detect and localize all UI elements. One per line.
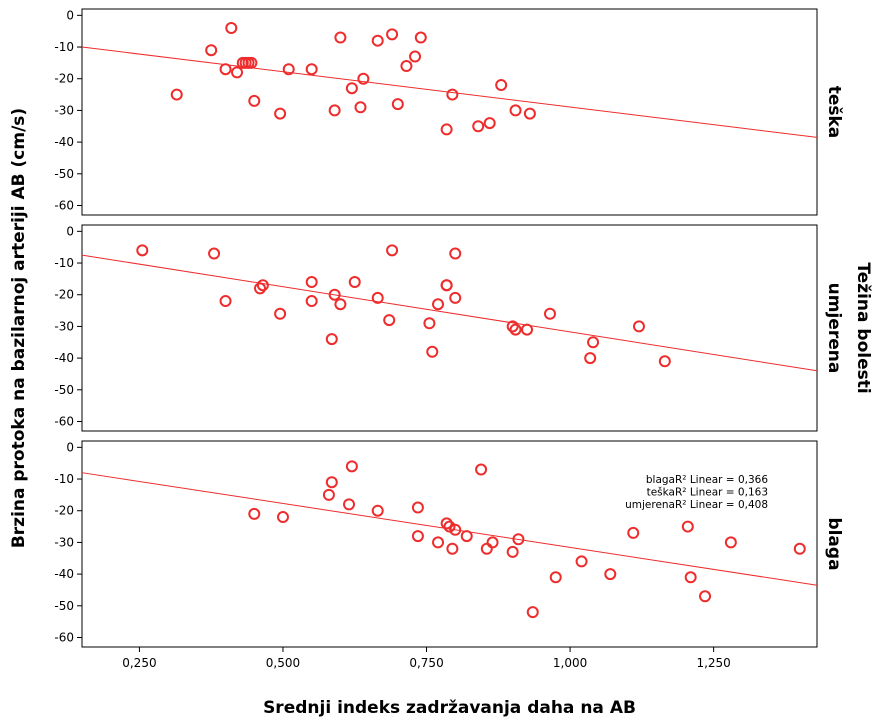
y-tick-label: -20 <box>54 504 74 518</box>
r2-legend-entry: teškaR² Linear = 0,163 <box>647 487 768 499</box>
x-tick-label: 1,250 <box>696 656 730 670</box>
x-axis-title: Srednji indeks zadržavanja daha na AB <box>263 698 636 718</box>
y-tick-label: -40 <box>54 567 74 581</box>
y-tick-label: 0 <box>66 8 74 22</box>
x-tick-label: 0,500 <box>266 656 300 670</box>
y-tick-label: -50 <box>54 167 74 181</box>
y-tick-label: 0 <box>66 224 74 238</box>
y-tick-label: -10 <box>54 472 74 486</box>
x-tick-label: 0,250 <box>122 656 156 670</box>
panel-label-3: blaga <box>824 517 844 570</box>
panel-label-1: teška <box>824 86 844 139</box>
y-tick-label: -60 <box>54 198 74 212</box>
y-tick-label: -20 <box>54 72 74 86</box>
panel-label-2: umjerena <box>824 283 844 374</box>
y-tick-label: 0 <box>66 440 74 454</box>
y-tick-label: -40 <box>54 351 74 365</box>
x-tick-label: 0,750 <box>409 656 443 670</box>
panel-variable-title: Težina bolesti <box>853 262 873 393</box>
panel-frame-2 <box>82 225 817 431</box>
y-tick-label: -20 <box>54 288 74 302</box>
y-tick-label: -10 <box>54 256 74 270</box>
r2-legend-entry: blagaR² Linear = 0,366 <box>646 474 768 486</box>
panel-frame-1 <box>82 9 817 215</box>
r2-legend-entry: umjerenaR² Linear = 0,408 <box>625 499 768 511</box>
y-tick-label: -50 <box>54 599 74 613</box>
y-axis-title: Brzina protoka na bazilarnoj arteriji AB… <box>9 108 29 548</box>
x-tick-label: 1,000 <box>553 656 587 670</box>
y-tick-label: -30 <box>54 103 74 117</box>
y-tick-label: -60 <box>54 630 74 644</box>
y-tick-label: -50 <box>54 383 74 397</box>
y-tick-label: -30 <box>54 535 74 549</box>
y-tick-label: -10 <box>54 40 74 54</box>
y-tick-label: -40 <box>54 135 74 149</box>
y-tick-label: -30 <box>54 319 74 333</box>
y-tick-label: -60 <box>54 414 74 428</box>
